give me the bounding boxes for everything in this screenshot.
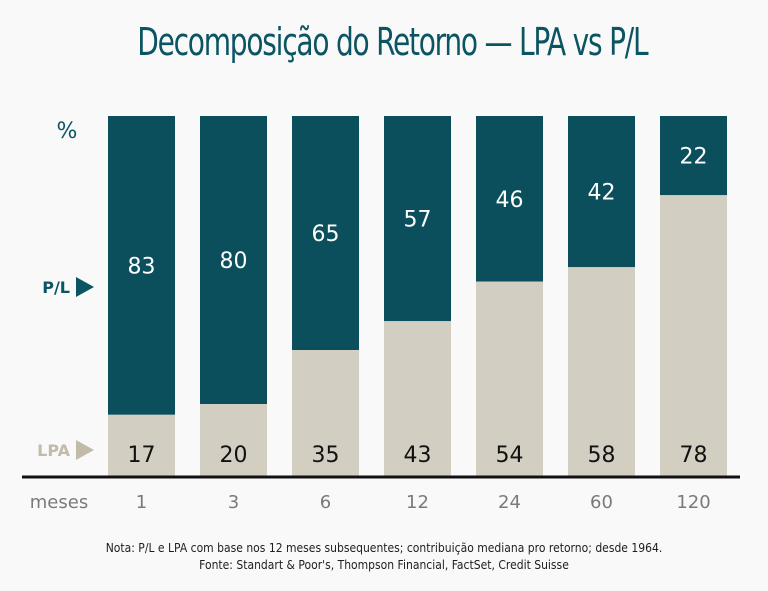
x-axis-label: meses xyxy=(30,492,88,513)
x-tick-24: 24 xyxy=(498,492,521,513)
x-tick-60: 60 xyxy=(590,492,613,513)
data-label-pl-3: 80 xyxy=(220,249,248,274)
data-label-lpa-60: 58 xyxy=(588,443,616,468)
bar-lpa-120 xyxy=(660,195,727,476)
data-label-pl-24: 46 xyxy=(496,188,524,213)
x-tick-labels: 1 3 6 12 24 60 120 xyxy=(136,492,711,513)
bar-lpa-3 xyxy=(200,404,267,476)
data-label-lpa-1: 17 xyxy=(128,443,156,468)
bar-pl-24 xyxy=(476,116,543,282)
x-tick-1: 1 xyxy=(136,492,147,513)
legend-pl: P/L xyxy=(42,277,94,297)
bar-lpa-60 xyxy=(568,267,635,476)
y-unit-label: % xyxy=(57,119,78,144)
data-label-lpa-6: 35 xyxy=(312,443,340,468)
bar-pl-120 xyxy=(660,116,727,196)
bar-pl-12 xyxy=(384,116,451,322)
legend-lpa-label: LPA xyxy=(37,441,70,460)
bar-group-1: 83 17 xyxy=(108,116,175,476)
bar-lpa-24 xyxy=(476,281,543,476)
bar-pl-60 xyxy=(568,116,635,268)
legend-lpa-arrow-icon xyxy=(76,440,94,460)
x-tick-120: 120 xyxy=(676,492,710,513)
bar-lpa-12 xyxy=(384,321,451,476)
bars-group: 83 17 80 20 65 35 57 43 46 54 42 58 22 78 xyxy=(108,116,727,476)
bar-lpa-6 xyxy=(292,350,359,476)
data-label-lpa-3: 20 xyxy=(220,443,248,468)
bar-lpa-1 xyxy=(108,414,175,476)
legend-pl-label: P/L xyxy=(42,278,70,297)
bar-pl-6 xyxy=(292,116,359,350)
bar-group-3: 80 20 xyxy=(200,116,267,476)
bar-group-6: 65 35 xyxy=(292,116,359,476)
bar-group-60: 42 58 xyxy=(568,116,635,476)
source-text: Fonte: Standart & Poor's, Thompson Finan… xyxy=(199,558,569,572)
data-label-pl-12: 57 xyxy=(404,208,432,233)
x-tick-3: 3 xyxy=(228,492,239,513)
bar-pl-1 xyxy=(108,116,175,415)
data-label-pl-120: 22 xyxy=(680,145,708,170)
bar-pl-3 xyxy=(200,116,267,404)
note-text: Nota: P/L e LPA com base nos 12 meses su… xyxy=(105,541,663,555)
legend-lpa: LPA xyxy=(37,440,94,460)
x-tick-6: 6 xyxy=(320,492,331,513)
bar-group-24: 46 54 xyxy=(476,116,543,476)
data-label-lpa-12: 43 xyxy=(404,443,432,468)
data-label-pl-60: 42 xyxy=(588,181,616,206)
data-label-lpa-24: 54 xyxy=(496,443,524,468)
x-tick-12: 12 xyxy=(406,492,429,513)
bar-group-12: 57 43 xyxy=(384,116,451,476)
data-label-pl-6: 65 xyxy=(312,222,340,247)
chart-title: Decomposição do Retorno — LPA vs P/L xyxy=(137,20,648,64)
bar-group-120: 22 78 xyxy=(660,116,727,476)
data-label-lpa-120: 78 xyxy=(680,443,708,468)
data-label-pl-1: 83 xyxy=(128,254,156,279)
legend-pl-arrow-icon xyxy=(76,277,94,297)
